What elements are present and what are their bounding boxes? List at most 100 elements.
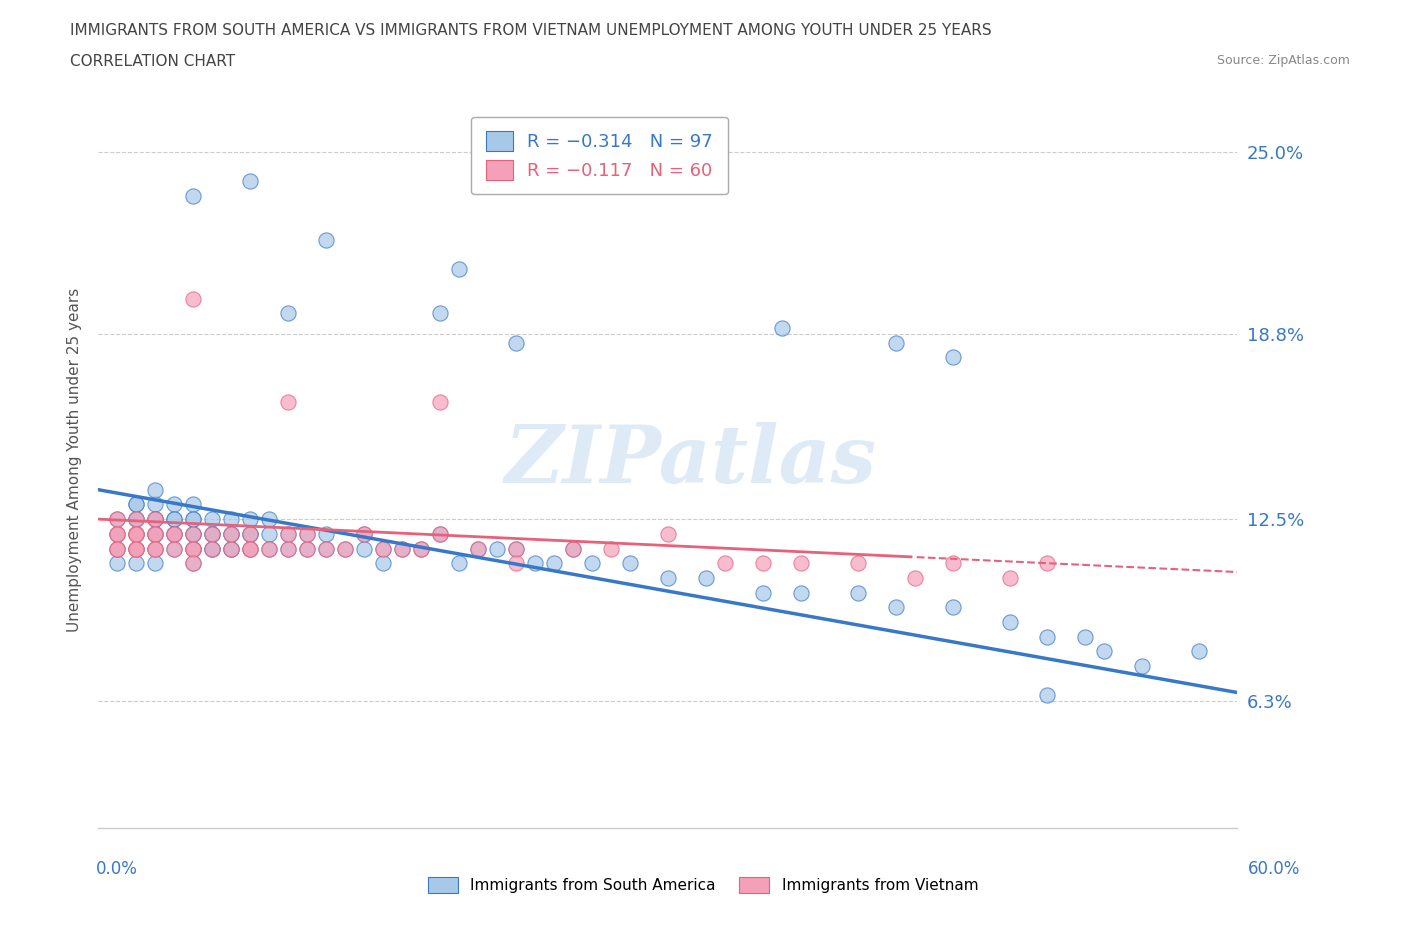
Point — [884, 600, 907, 615]
Point — [183, 541, 205, 556]
Point — [1074, 630, 1097, 644]
Point — [998, 570, 1021, 585]
Point — [505, 541, 527, 556]
Point — [371, 541, 394, 556]
Point — [277, 541, 299, 556]
Point — [163, 512, 186, 526]
Point — [411, 541, 433, 556]
Point — [145, 526, 167, 541]
Point — [449, 556, 471, 571]
Point — [335, 541, 357, 556]
Point — [259, 512, 281, 526]
Point — [221, 541, 243, 556]
Point — [221, 541, 243, 556]
Point — [107, 541, 129, 556]
Point — [163, 526, 186, 541]
Point — [259, 526, 281, 541]
Point — [125, 526, 148, 541]
Point — [297, 526, 319, 541]
Point — [221, 526, 243, 541]
Point — [790, 585, 813, 600]
Point — [201, 526, 224, 541]
Point — [297, 526, 319, 541]
Point — [657, 526, 679, 541]
Point — [429, 306, 451, 321]
Point — [183, 512, 205, 526]
Point — [239, 526, 262, 541]
Point — [1036, 630, 1059, 644]
Point — [107, 541, 129, 556]
Legend: R = −0.314   N = 97, R = −0.117   N = 60: R = −0.314 N = 97, R = −0.117 N = 60 — [471, 117, 727, 194]
Point — [429, 394, 451, 409]
Point — [239, 512, 262, 526]
Point — [145, 512, 167, 526]
Point — [770, 321, 793, 336]
Point — [145, 497, 167, 512]
Point — [125, 541, 148, 556]
Point — [183, 497, 205, 512]
Point — [221, 526, 243, 541]
Point — [125, 541, 148, 556]
Point — [998, 615, 1021, 630]
Point — [201, 526, 224, 541]
Point — [145, 556, 167, 571]
Point — [183, 291, 205, 306]
Point — [107, 556, 129, 571]
Legend: Immigrants from South America, Immigrants from Vietnam: Immigrants from South America, Immigrant… — [422, 870, 984, 899]
Point — [107, 512, 129, 526]
Point — [524, 556, 547, 571]
Point — [449, 262, 471, 277]
Point — [600, 541, 623, 556]
Point — [107, 526, 129, 541]
Point — [1132, 658, 1154, 673]
Text: 0.0%: 0.0% — [96, 860, 138, 878]
Point — [581, 556, 603, 571]
Point — [183, 541, 205, 556]
Text: IMMIGRANTS FROM SOUTH AMERICA VS IMMIGRANTS FROM VIETNAM UNEMPLOYMENT AMONG YOUT: IMMIGRANTS FROM SOUTH AMERICA VS IMMIGRA… — [70, 23, 991, 38]
Point — [562, 541, 585, 556]
Point — [259, 541, 281, 556]
Point — [714, 556, 737, 571]
Point — [183, 541, 205, 556]
Point — [942, 556, 965, 571]
Point — [505, 336, 527, 351]
Point — [107, 526, 129, 541]
Point — [163, 497, 186, 512]
Text: CORRELATION CHART: CORRELATION CHART — [70, 54, 235, 69]
Point — [183, 512, 205, 526]
Point — [163, 541, 186, 556]
Point — [391, 541, 413, 556]
Point — [371, 541, 394, 556]
Point — [884, 336, 907, 351]
Point — [107, 512, 129, 526]
Point — [201, 512, 224, 526]
Point — [297, 541, 319, 556]
Point — [1188, 644, 1211, 658]
Point — [107, 541, 129, 556]
Point — [221, 512, 243, 526]
Point — [125, 526, 148, 541]
Point — [429, 526, 451, 541]
Point — [846, 556, 869, 571]
Point — [695, 570, 717, 585]
Point — [183, 526, 205, 541]
Point — [467, 541, 489, 556]
Point — [107, 526, 129, 541]
Point — [125, 526, 148, 541]
Point — [315, 526, 337, 541]
Point — [752, 585, 775, 600]
Point — [1094, 644, 1116, 658]
Point — [411, 541, 433, 556]
Point — [125, 512, 148, 526]
Point — [145, 541, 167, 556]
Point — [125, 541, 148, 556]
Point — [239, 541, 262, 556]
Point — [315, 541, 337, 556]
Point — [125, 541, 148, 556]
Point — [335, 541, 357, 556]
Point — [201, 541, 224, 556]
Point — [183, 541, 205, 556]
Point — [145, 526, 167, 541]
Text: 60.0%: 60.0% — [1249, 860, 1301, 878]
Point — [125, 512, 148, 526]
